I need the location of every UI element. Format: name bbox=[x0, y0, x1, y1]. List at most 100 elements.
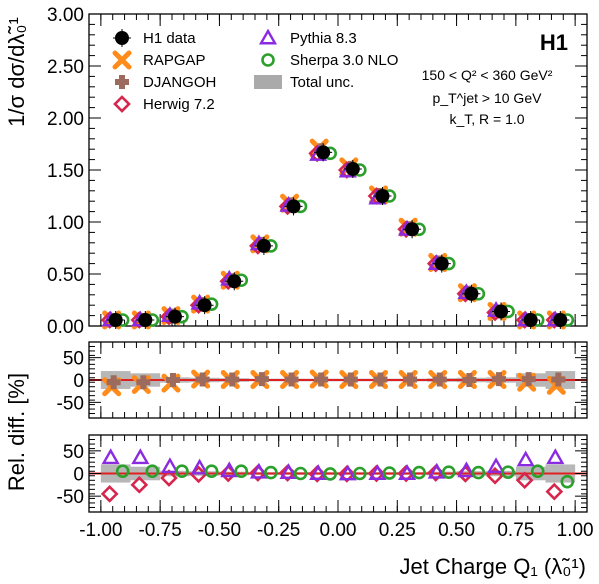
ratio2-ytick-label: 50 bbox=[63, 442, 84, 463]
ratio2-point-pythia bbox=[279, 463, 298, 480]
ratio2-ytick-label: -50 bbox=[57, 487, 84, 508]
ratio2-point-pythia bbox=[249, 462, 268, 479]
legend-label-rapgap: RAPGAP bbox=[143, 52, 206, 69]
x-tick-label: -0.50 bbox=[198, 520, 241, 541]
ratio1-point-djangoh bbox=[136, 375, 151, 390]
ratio1-ytick-label: 50 bbox=[63, 349, 84, 370]
ratio2-point-pythia bbox=[101, 448, 120, 465]
ratio1-series-djangoh bbox=[106, 372, 566, 390]
ratio2-point-sherpa bbox=[234, 464, 249, 479]
ratio2-point-pythia bbox=[546, 448, 565, 465]
main-ytick-label: 1.00 bbox=[47, 213, 84, 234]
main-ytick-label: 0.50 bbox=[47, 265, 84, 286]
experiment-label: H1 bbox=[540, 30, 568, 55]
legend-label-pythia: Pythia 8.3 bbox=[290, 30, 357, 47]
legend: H1 data Pythia 8.3 RAPGAP Sherpa 3.0 NLO… bbox=[112, 28, 398, 113]
ratio1-point-djangoh bbox=[432, 372, 447, 387]
ratio2-point-herwig bbox=[515, 471, 534, 490]
x-tick-label: 0.50 bbox=[438, 520, 475, 541]
ratio1-point-djangoh bbox=[462, 373, 477, 387]
ratio2-point-sherpa bbox=[530, 464, 545, 479]
main-ytick-label: 0.00 bbox=[47, 317, 84, 338]
ratio2-point-sherpa bbox=[264, 465, 278, 480]
main-series-djangoh bbox=[106, 143, 566, 327]
ratio2-point-herwig bbox=[160, 469, 178, 487]
legend-marker-pythia bbox=[258, 28, 278, 45]
ratio2-point-sherpa bbox=[560, 474, 575, 489]
ratio1-ytick-label: 0 bbox=[73, 371, 84, 392]
ratio1-point-djangoh bbox=[225, 372, 240, 387]
ratio1-point-djangoh bbox=[373, 372, 388, 387]
main-y-axis-label: 1/σ dσ/dλ̃₀¹ bbox=[4, 17, 29, 127]
ratio2-point-pythia bbox=[398, 464, 417, 480]
legend-marker-herwig bbox=[113, 95, 131, 113]
ratio2-point-sherpa bbox=[501, 465, 515, 479]
main-series-pythia bbox=[101, 144, 565, 327]
legend-marker-h1 bbox=[113, 29, 131, 47]
x-tick-label: -0.25 bbox=[257, 520, 300, 541]
ratio2-series-herwig bbox=[100, 464, 564, 503]
ratio1-point-djangoh bbox=[165, 373, 180, 387]
x-tick-label: 0.25 bbox=[379, 520, 416, 541]
x-axis-label: Jet Charge Q₁ (λ̃₀¹) bbox=[400, 554, 586, 579]
ratio2-point-sherpa bbox=[115, 464, 130, 479]
ratio2-point-sherpa bbox=[412, 465, 426, 480]
x-tick-label: -0.75 bbox=[138, 520, 181, 541]
ratio2-ytick-label: 0 bbox=[73, 465, 84, 486]
ratio2-point-pythia bbox=[516, 450, 535, 467]
ratio2-point-pythia bbox=[190, 458, 209, 475]
ratio2-series-sherpa bbox=[115, 464, 575, 489]
ratio2-point-pythia bbox=[338, 464, 357, 481]
ratio2-point-pythia bbox=[160, 457, 180, 474]
ratio1-point-djangoh bbox=[106, 375, 121, 390]
legend-marker-rapgap-shape bbox=[112, 50, 132, 70]
ratio2-series-pythia bbox=[101, 448, 565, 481]
ratio2-point-sherpa bbox=[323, 467, 337, 481]
x-tick-label: 0.75 bbox=[497, 520, 534, 541]
legend-marker-djangoh-shape bbox=[115, 75, 129, 89]
ratio2-point-sherpa bbox=[145, 464, 160, 479]
annotation-jet-algorithm: k_T, R = 1.0 bbox=[449, 111, 524, 127]
main-series-rapgap bbox=[102, 138, 566, 330]
ratio1-point-djangoh bbox=[343, 372, 358, 387]
annotation-ptjet: p_T^jet > 10 GeV bbox=[433, 90, 543, 106]
ratio1-ytick-label: -50 bbox=[57, 393, 84, 414]
legend-marker-pythia-shape bbox=[258, 28, 278, 45]
ratio2-point-sherpa bbox=[293, 466, 308, 481]
ratio2-point-pythia bbox=[309, 464, 328, 480]
ratio2-point-sherpa bbox=[353, 466, 367, 481]
ratio1-point-djangoh bbox=[551, 372, 566, 387]
legend-marker-sherpa bbox=[261, 53, 275, 67]
main-ytick-label: 3.00 bbox=[47, 5, 84, 26]
main-ytick-label: 2.50 bbox=[47, 57, 84, 78]
x-tick-label: 1.00 bbox=[557, 520, 594, 541]
legend-label-djangoh: DJANGOH bbox=[143, 74, 216, 91]
ratio1-point-djangoh bbox=[314, 372, 329, 387]
annotation-q2: 150 < Q² < 360 GeV² bbox=[422, 67, 553, 83]
x-tick-label: 0.00 bbox=[320, 520, 357, 541]
ratio1-point-djangoh bbox=[284, 372, 299, 387]
main-series-h1 bbox=[106, 143, 570, 329]
ratio2-point-pythia bbox=[220, 461, 239, 478]
ratio1-point-djangoh bbox=[254, 372, 269, 387]
ratio2-point-pythia bbox=[131, 448, 150, 465]
ratio2-point-sherpa bbox=[441, 465, 456, 479]
ratio2-point-herwig bbox=[100, 485, 119, 503]
legend-marker-unc bbox=[254, 75, 282, 89]
ratio1-point-djangoh bbox=[521, 372, 536, 387]
plot-panels: 0.000.501.001.502.002.503.00-50050-50050… bbox=[47, 5, 594, 541]
legend-marker-sherpa-shape bbox=[261, 53, 275, 67]
legend-label-sherpa: Sherpa 3.0 NLO bbox=[290, 52, 398, 69]
legend-label-h1: H1 data bbox=[143, 30, 196, 47]
ratio2-point-herwig bbox=[130, 475, 149, 494]
legend-label-unc: Total unc. bbox=[290, 74, 354, 91]
ratio2-point-sherpa bbox=[175, 464, 189, 479]
main-ytick-label: 2.00 bbox=[47, 109, 84, 130]
ratio2-point-pythia bbox=[486, 457, 506, 474]
ratio2-point-herwig bbox=[486, 466, 504, 485]
main-ytick-label: 1.50 bbox=[47, 161, 84, 182]
ratio2-point-pythia bbox=[457, 461, 476, 478]
main-series-herwig bbox=[100, 144, 564, 329]
